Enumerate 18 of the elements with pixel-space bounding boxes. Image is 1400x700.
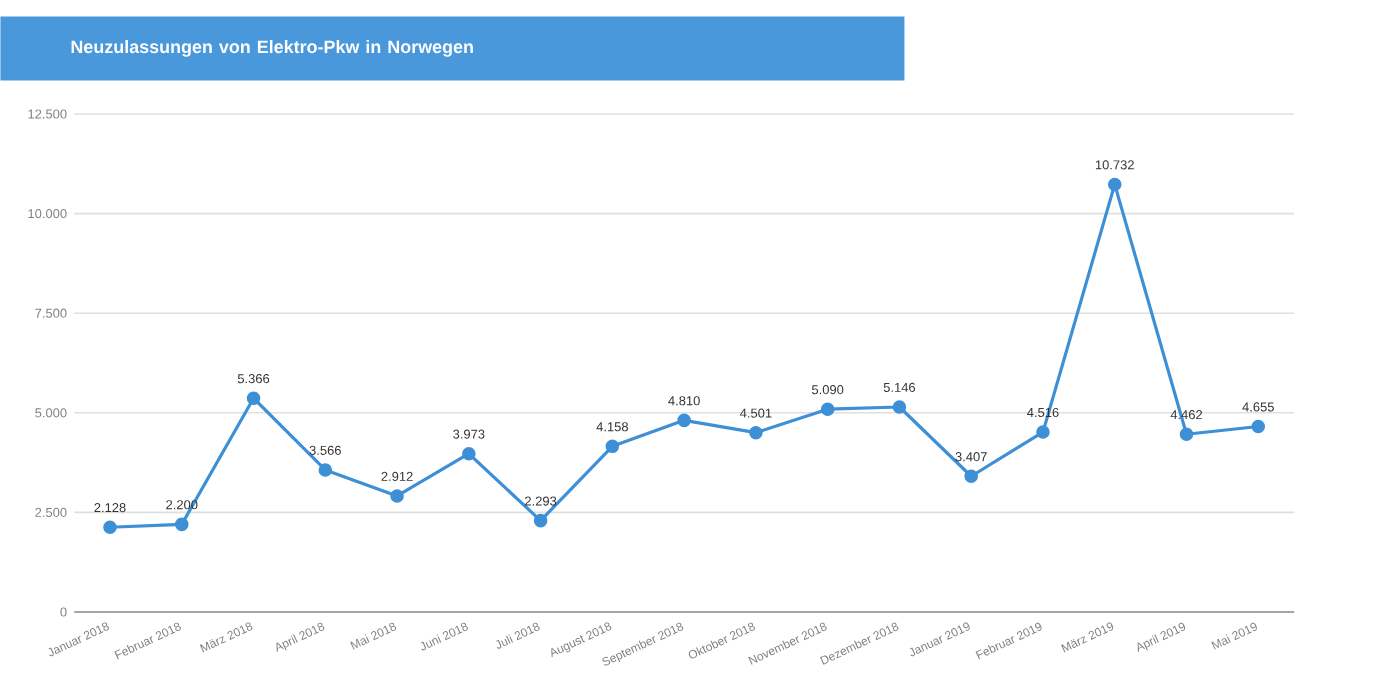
chart-title: Neuzulassungen von Elektro-Pkw in Norwegen (71, 40, 473, 57)
point (462, 446, 476, 461)
point (1179, 427, 1194, 442)
point (533, 513, 548, 528)
point (677, 413, 691, 428)
point (1107, 177, 1122, 192)
point (964, 469, 978, 484)
point (390, 489, 404, 503)
point (1036, 425, 1050, 439)
point (103, 520, 117, 534)
point (175, 517, 189, 532)
point (1251, 419, 1266, 434)
point (246, 391, 261, 405)
point (892, 400, 907, 414)
point (318, 463, 333, 477)
point (605, 439, 620, 454)
point (749, 425, 763, 440)
point (820, 402, 835, 416)
